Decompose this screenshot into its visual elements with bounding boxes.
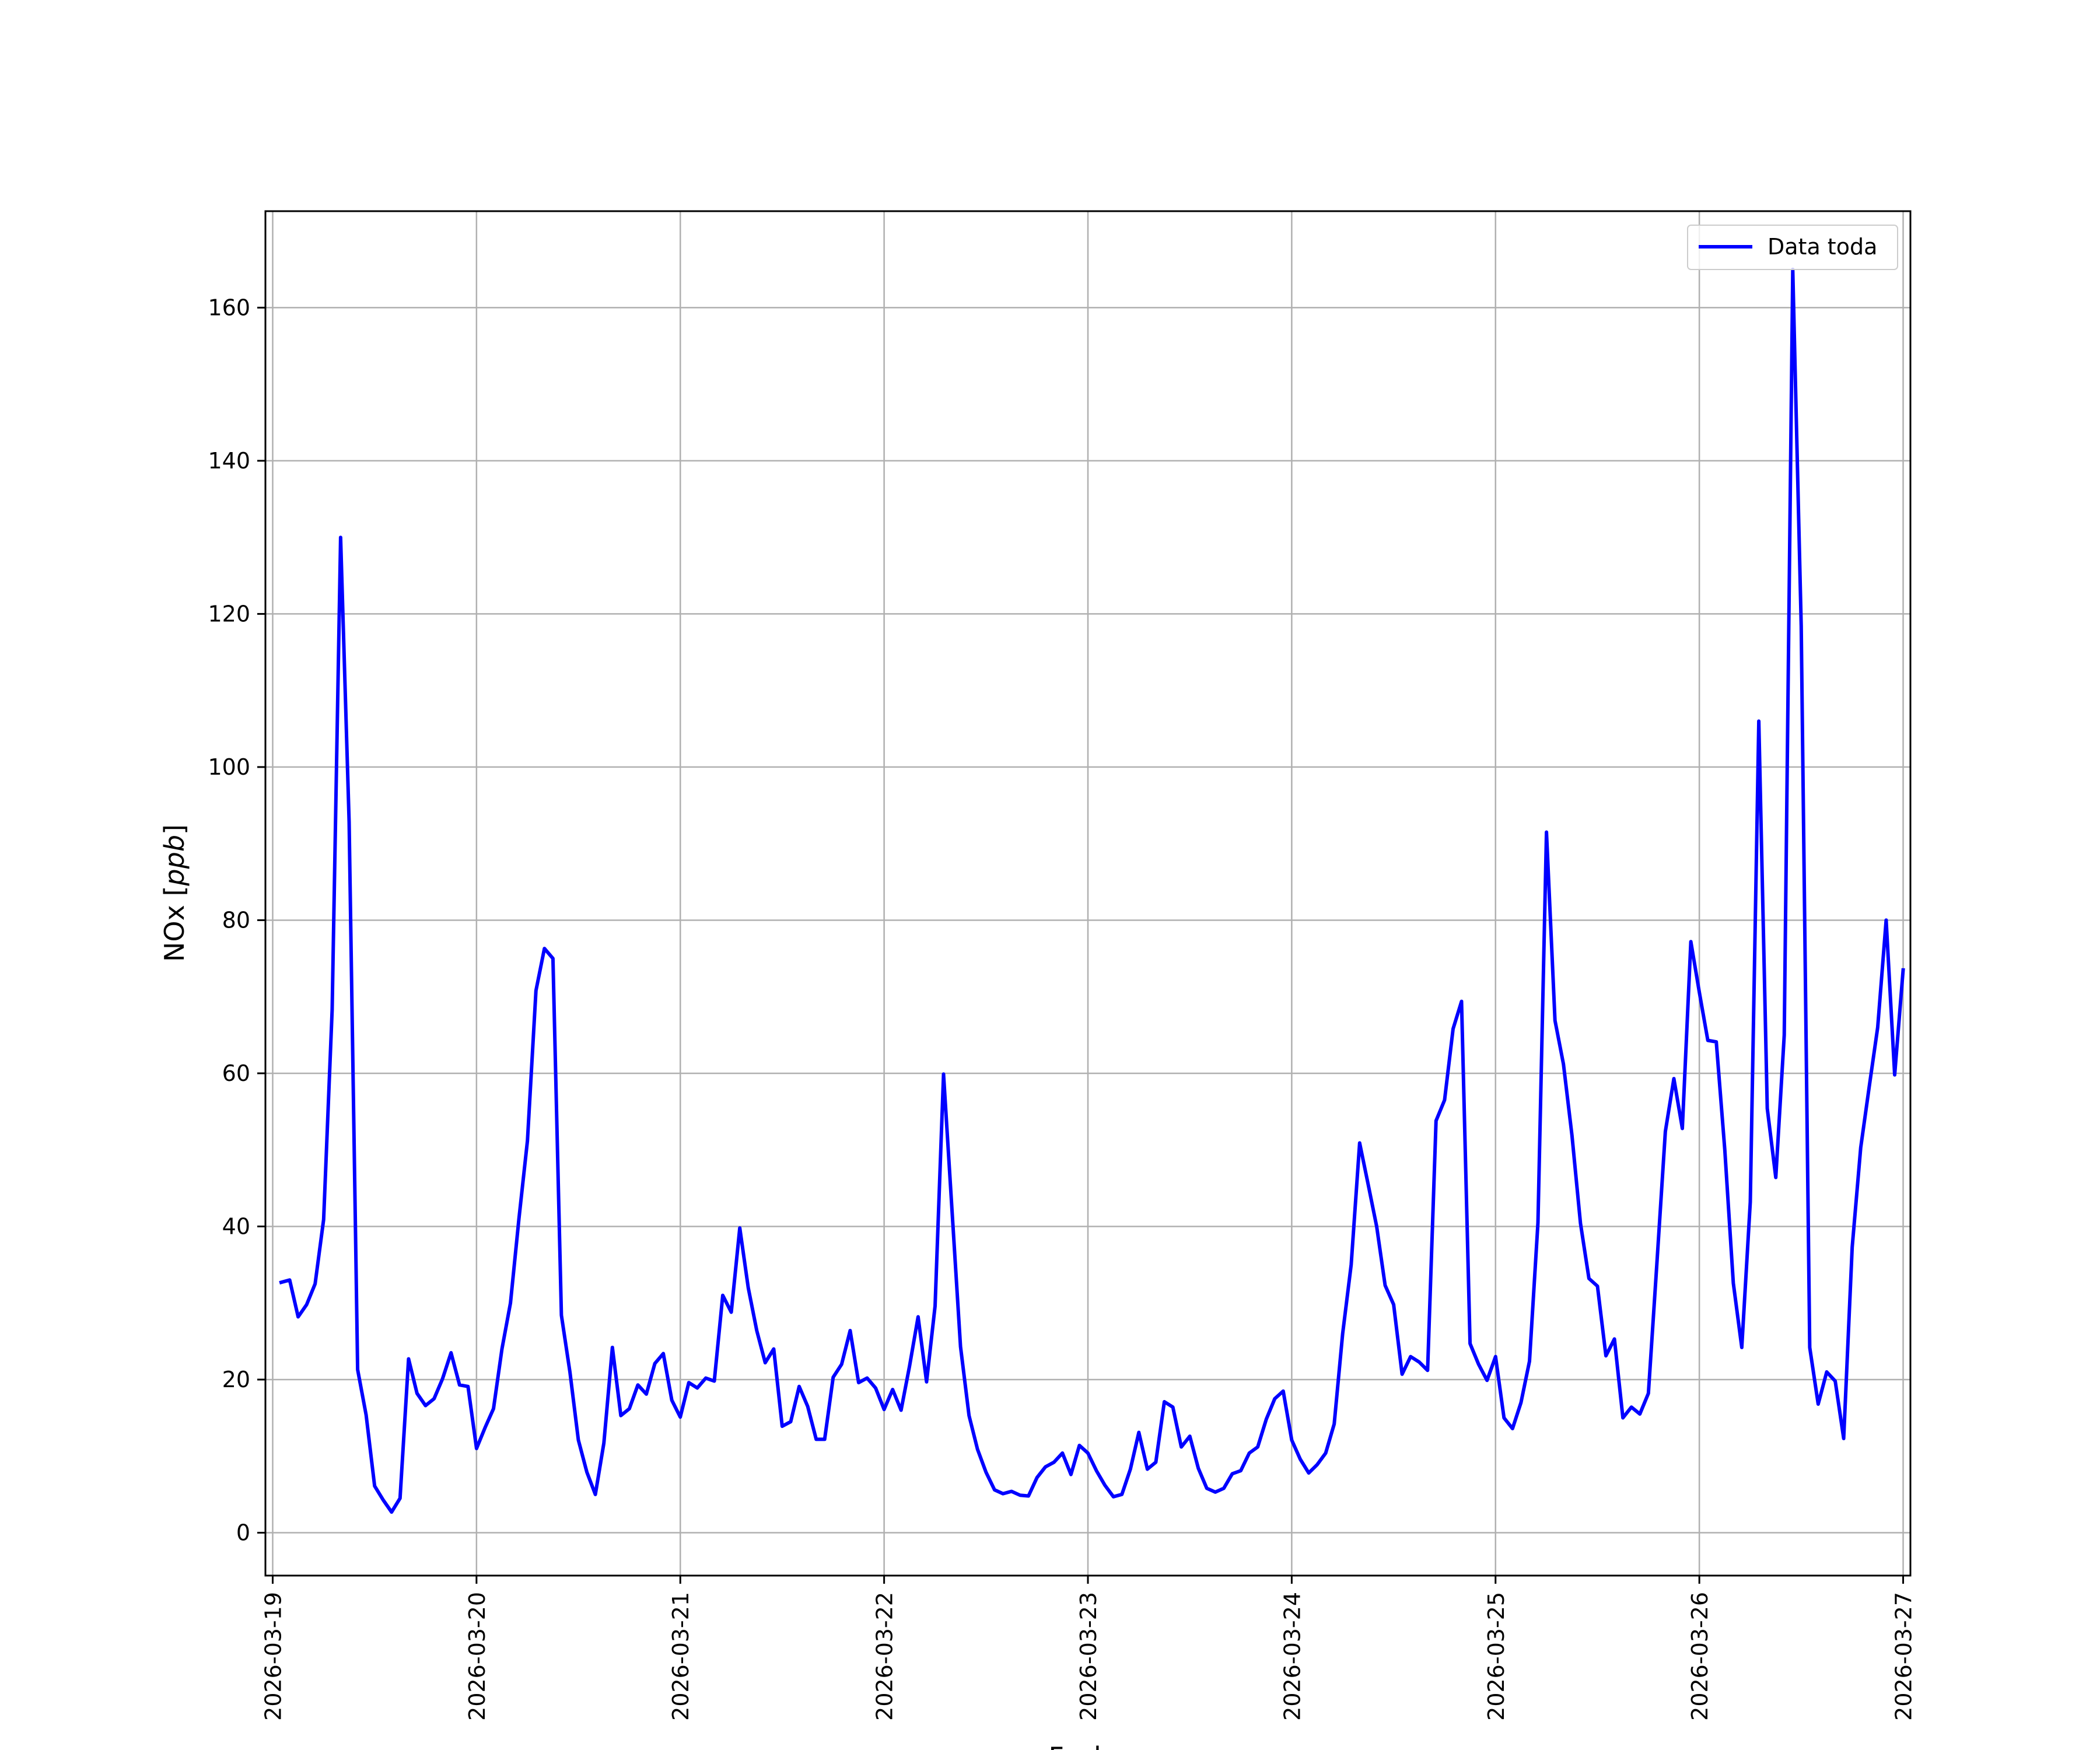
y-tick-label: 140 <box>208 448 250 474</box>
axis-ticks: 2026-03-19 2026-03-20 2026-03-21 2026-03-22… <box>208 295 1916 1720</box>
y-tick-label: 60 <box>222 1060 250 1086</box>
y-tick-label: 40 <box>222 1213 250 1239</box>
legend: Data toda <box>1687 225 1898 270</box>
series-layer <box>279 267 1905 1514</box>
y-tick-label: 20 <box>222 1367 250 1392</box>
series-line-data-toda <box>279 267 1905 1514</box>
x-tick-label: 2026-03-25 <box>1483 1592 1509 1721</box>
x-tick-label: 2026-03-19 <box>260 1592 286 1721</box>
y-axis-title: NOx [ppb] <box>159 824 190 962</box>
legend-box <box>1687 225 1898 270</box>
x-tick-label: 2026-03-23 <box>1076 1592 1101 1721</box>
y-tick-label: 160 <box>208 295 250 320</box>
x-tick-label: 2026-03-22 <box>872 1592 898 1721</box>
x-tick-label: 2026-03-24 <box>1279 1592 1305 1721</box>
y-axis-title-prefix: NOx <box>159 897 190 962</box>
y-tick-label: 100 <box>208 754 250 780</box>
x-tick-label: 2026-03-21 <box>668 1592 694 1721</box>
legend-label: Data toda <box>1768 234 1877 260</box>
y-axis-unit: ppb <box>159 835 190 887</box>
y-axis-unit-bracket-close: ] <box>159 824 190 835</box>
x-tick-label: 2026-03-26 <box>1687 1592 1713 1721</box>
y-axis-unit-bracket-open: [ <box>159 886 190 897</box>
y-tick-label: 0 <box>236 1520 250 1545</box>
x-axis-title: Fecha <box>1049 1741 1128 1750</box>
grid <box>265 211 1910 1576</box>
y-tick-label: 80 <box>222 907 250 933</box>
x-tick-label: 2026-03-20 <box>464 1592 490 1721</box>
x-tick-label: 2026-03-27 <box>1891 1592 1917 1721</box>
y-tick-label: 120 <box>208 601 250 626</box>
